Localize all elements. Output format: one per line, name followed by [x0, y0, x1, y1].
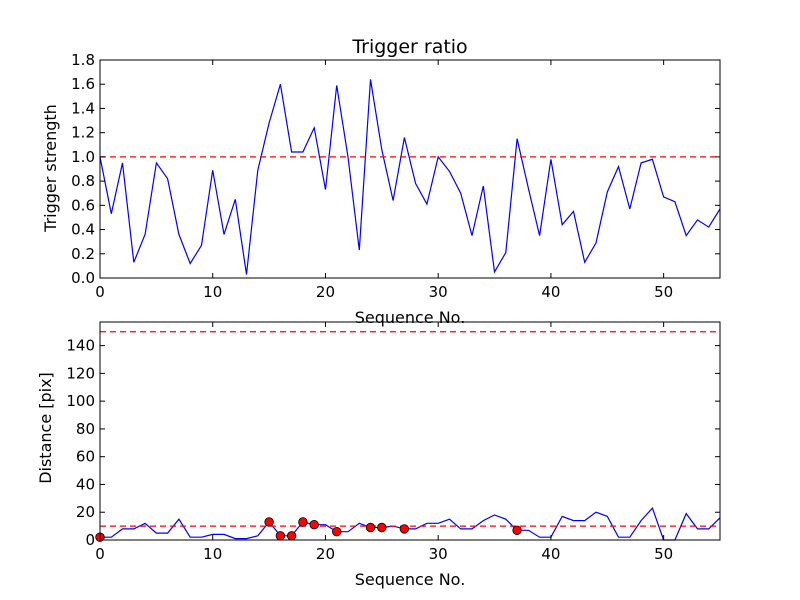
y-tick-label: 20	[76, 503, 95, 521]
data-point-marker	[264, 517, 274, 527]
y-tick-label: 1.0	[71, 148, 95, 166]
x-axis-label: Sequence No.	[355, 308, 466, 327]
y-tick-label: 120	[66, 364, 95, 382]
x-tick-label: 20	[316, 545, 335, 563]
y-tick-label: 80	[76, 420, 95, 438]
series-line	[100, 506, 721, 541]
y-axis-label: Distance [pix]	[36, 372, 55, 484]
y-tick-label: 0.4	[71, 221, 95, 239]
data-point-marker	[275, 531, 286, 541]
x-tick-label: 20	[316, 283, 335, 301]
y-tick-label: 0.6	[71, 196, 95, 214]
x-tick-label: 50	[654, 283, 673, 301]
trigger-ratio-chart: Trigger ratio Sequence No. Trigger stren…	[41, 36, 721, 327]
y-tick-label: 1.2	[71, 124, 95, 142]
y-tick-label: 1.8	[71, 51, 95, 69]
y-tick-label: 0.8	[71, 172, 95, 190]
data-point-marker	[365, 522, 376, 533]
y-tick-label: 140	[66, 337, 95, 355]
data-point-marker	[377, 522, 387, 533]
x-tick-label: 50	[654, 545, 673, 563]
plot-frame	[99, 321, 721, 541]
y-axis-label: Trigger strength	[41, 104, 60, 233]
y-tick-label: 1.6	[71, 75, 95, 93]
x-tick-label: 10	[203, 545, 222, 563]
data-point-marker	[298, 517, 308, 527]
series-line	[99, 79, 721, 275]
x-tick-label: 40	[541, 545, 560, 563]
x-tick-label: 40	[541, 283, 560, 301]
x-tick-label: 0	[95, 545, 105, 563]
y-tick-label: 1.4	[71, 99, 95, 117]
plot-frame	[99, 59, 721, 279]
y-tick-label: 60	[76, 448, 95, 466]
x-tick-label: 10	[203, 283, 222, 301]
data-point-marker	[332, 526, 342, 537]
x-tick-label: 30	[429, 545, 448, 563]
chart-title: Trigger ratio	[351, 36, 467, 58]
y-tick-label: 0	[85, 531, 95, 549]
data-point-marker	[512, 525, 522, 535]
x-tick-label: 0	[95, 283, 105, 301]
data-point-marker	[286, 531, 297, 541]
distance-chart: Sequence No. Distance [pix] 0 10 20 30 40 50 0…	[36, 321, 721, 589]
x-axis-label: Sequence No.	[355, 570, 466, 589]
y-tick-label: 40	[76, 475, 95, 493]
y-tick-label: 100	[66, 392, 95, 410]
data-point-marker	[309, 520, 319, 530]
x-tick-label: 30	[429, 283, 448, 301]
y-tick-label: 0.0	[71, 269, 95, 287]
data-point-marker	[399, 524, 410, 534]
y-tick-label: 0.2	[71, 245, 95, 263]
